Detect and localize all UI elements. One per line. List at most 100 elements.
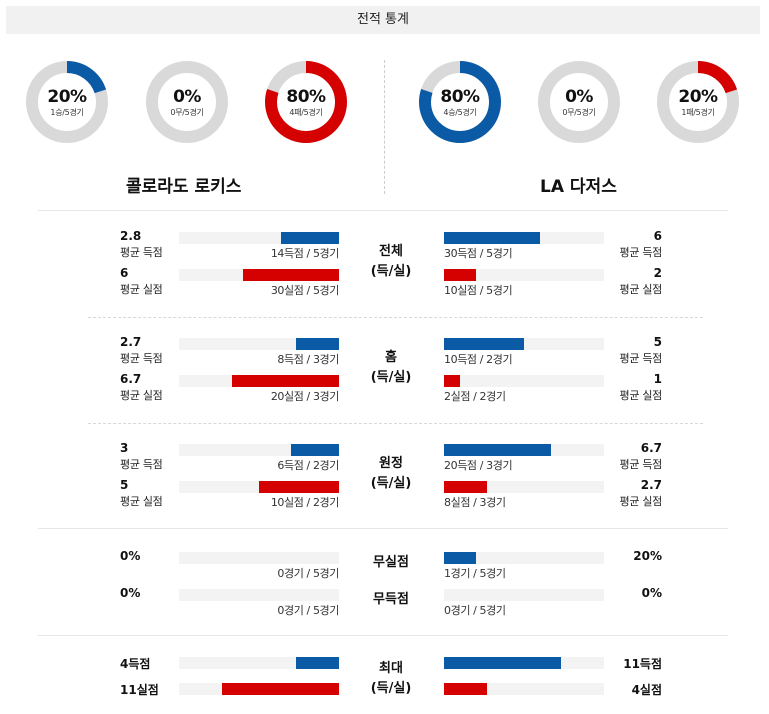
stat-caption-left: 0경기 / 5경기: [277, 604, 339, 617]
stat-label-right: 평균 실점: [619, 495, 663, 508]
bar-track-left: [179, 232, 339, 244]
donut-percent: 80%: [440, 87, 480, 107]
donut-track: [146, 61, 228, 143]
result-donut: 20% 1패/5경기: [656, 60, 740, 144]
stat-value-left: 6: [120, 266, 129, 280]
stat-caption-left: 10실점 / 2경기: [270, 496, 340, 509]
donut-ring: [538, 61, 620, 143]
result-donut: 20% 1승/5경기: [25, 60, 109, 144]
stat-label-left: 평균 득점: [120, 246, 163, 259]
stat-value-left: 11실점: [120, 683, 159, 697]
stat-value-right: 11득점: [623, 657, 662, 671]
bar-track-right: [444, 269, 604, 281]
bar-fill-right: [444, 232, 540, 244]
stat-label-left: 평균 득점: [120, 352, 163, 365]
special-title: 무득점: [373, 592, 409, 607]
bar-track-right: [444, 683, 604, 695]
bar-track-right: [444, 375, 604, 387]
team-divider: [384, 60, 385, 194]
bar-fill-left: [296, 657, 339, 669]
bar-track-right: [444, 338, 604, 350]
stat-caption-right: 0경기 / 5경기: [444, 604, 506, 617]
bar-fill-left: [243, 269, 339, 281]
bar-track-right: [444, 232, 604, 244]
bar-track-left: [179, 338, 339, 350]
donut-ring: [657, 61, 739, 143]
result-donut: 0% 0무/5경기: [537, 60, 621, 144]
bar-fill-right: [444, 375, 460, 387]
donut-percent: 0%: [565, 87, 593, 107]
stat-value-right: 6: [653, 229, 662, 243]
stat-caption-left: 30실점 / 5경기: [270, 284, 340, 297]
donut-record: 0무/5경기: [170, 108, 204, 117]
bar-track-left: [179, 269, 339, 281]
stat-caption-left: 0경기 / 5경기: [277, 567, 339, 580]
bar-fill-left: [259, 481, 339, 493]
stat-label-right: 평균 실점: [619, 283, 663, 296]
donut-percent: 0%: [173, 87, 201, 107]
bar-fill-left: [296, 338, 339, 350]
donut-ring: [419, 61, 501, 143]
stat-value-left: 4득점: [120, 657, 151, 671]
stat-value-left: 2.7: [120, 335, 142, 349]
stat-caption-right: 8실점 / 3경기: [444, 496, 506, 509]
bar-fill-right: [444, 481, 487, 493]
stat-value-right: 6.7: [640, 441, 662, 455]
stat-label-left: 평균 실점: [120, 495, 163, 508]
bar-fill-left: [222, 683, 339, 695]
stat-value-right: 2: [653, 266, 662, 280]
section-title-line: 홈: [385, 350, 397, 365]
section-divider: [38, 528, 728, 529]
result-donut: 80% 4승/5경기: [418, 60, 502, 144]
bar-track-right: [444, 552, 604, 564]
donut-percent: 80%: [286, 87, 326, 107]
stat-label-right: 평균 득점: [619, 458, 663, 471]
bar-track-left: [179, 683, 339, 695]
bar-track-left: [179, 481, 339, 493]
stat-value-right: 0%: [641, 586, 662, 600]
bar-track-right: [444, 481, 604, 493]
section-title-line: (득/실): [370, 370, 412, 385]
bar-fill-right: [444, 683, 487, 695]
section-title-line: (득/실): [370, 264, 412, 279]
section-title-line: 원정: [379, 456, 403, 471]
stat-caption-left: 14득점 / 5경기: [270, 247, 340, 260]
bar-track-left: [179, 657, 339, 669]
team-name-right: LA 다저스: [540, 177, 617, 197]
section-divider: [38, 210, 728, 211]
stat-label-right: 평균 득점: [619, 352, 663, 365]
stat-label-left: 평균 실점: [120, 283, 163, 296]
donut-percent: 20%: [678, 87, 718, 107]
bar-track-left: [179, 444, 339, 456]
stat-value-right: 5: [653, 335, 662, 349]
donut-track: [538, 61, 620, 143]
stat-value-left: 6.7: [120, 372, 142, 386]
stat-label-right: 평균 실점: [619, 389, 663, 402]
donut-ring: [265, 61, 347, 143]
page-title: 전적 통계: [357, 12, 409, 27]
stat-value-right: 20%: [633, 549, 662, 563]
section-title: 최대 (득/실): [351, 659, 431, 699]
section-title-line: 최대: [379, 661, 403, 676]
stat-value-left: 0%: [120, 586, 141, 600]
bar-fill-right: [444, 444, 551, 456]
stat-value-right: 4실점: [631, 683, 662, 697]
stat-value-left: 0%: [120, 549, 141, 563]
stat-value-right: 2.7: [640, 478, 662, 492]
donut-ring: [26, 61, 108, 143]
stat-label-left: 평균 실점: [120, 389, 163, 402]
section-title: 원정 (득/실): [351, 454, 431, 494]
stat-caption-right: 2실점 / 2경기: [444, 390, 506, 403]
section-title: 전체 (득/실): [351, 242, 431, 282]
stat-caption-right: 20득점 / 3경기: [444, 459, 513, 472]
bar-fill-right: [444, 657, 561, 669]
stat-caption-left: 6득점 / 2경기: [277, 459, 339, 472]
bar-track-left: [179, 552, 339, 564]
bar-track-right: [444, 657, 604, 669]
section-divider: [38, 635, 728, 636]
result-donut: 80% 4패/5경기: [264, 60, 348, 144]
stat-caption-left: 8득점 / 3경기: [277, 353, 339, 366]
stat-label-left: 평균 득점: [120, 458, 163, 471]
bar-fill-right: [444, 269, 476, 281]
stat-value-left: 5: [120, 478, 129, 492]
